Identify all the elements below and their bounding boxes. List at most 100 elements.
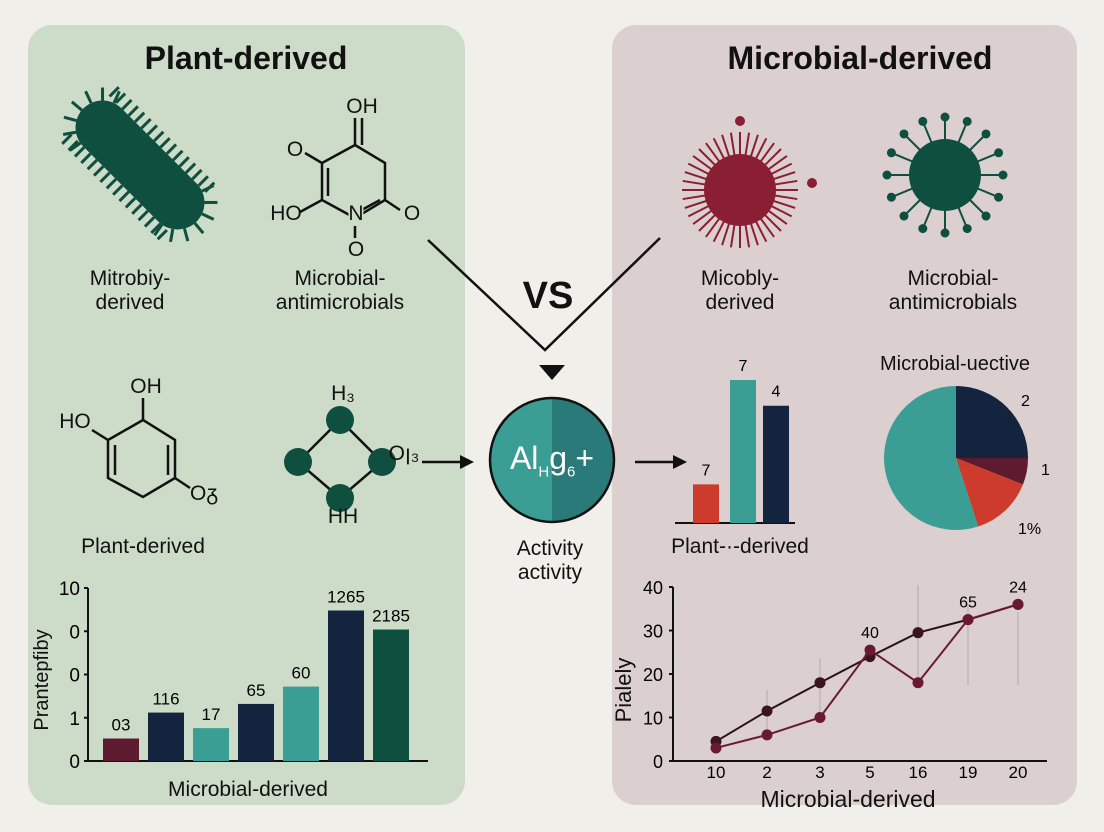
bar: [148, 712, 184, 761]
spike: [169, 228, 175, 243]
spike: [62, 130, 77, 136]
spike: [63, 115, 77, 122]
pie-data-label: 1: [1041, 462, 1050, 479]
data-point: [912, 677, 924, 689]
spike: [143, 216, 156, 228]
point-data-label: 40: [861, 625, 879, 642]
knob: [899, 129, 909, 139]
bar-data-label: 2185: [372, 607, 410, 626]
bar-chart-ylabel: Prantepfiby: [31, 629, 53, 731]
spike: [153, 130, 165, 143]
y-tick-label: 10: [643, 709, 663, 729]
data-point: [864, 644, 876, 656]
bar: [103, 738, 139, 761]
pie-slice: [884, 386, 979, 530]
knob: [981, 211, 991, 221]
x-tick-label: 16: [909, 763, 928, 782]
spike: [172, 149, 184, 162]
knob: [962, 116, 972, 126]
down-arrow-icon: [539, 365, 565, 380]
spike: [70, 100, 83, 112]
spike: [114, 92, 127, 104]
pie-data-label: 2: [1021, 393, 1030, 410]
spike: [133, 111, 146, 123]
pie-slice: [956, 458, 1028, 485]
square-molecule-icon: [284, 406, 396, 512]
bar-data-label: 116: [152, 690, 179, 709]
atom-label: O: [347, 238, 365, 261]
bar-data-label: 03: [112, 716, 131, 735]
bar-data-label: 4: [772, 384, 781, 401]
knob: [940, 112, 950, 122]
atom-label: OH: [346, 95, 378, 118]
body: [909, 139, 981, 211]
arrow-right-icon: [635, 455, 687, 469]
atom-label: O: [286, 138, 304, 161]
spike: [159, 137, 171, 149]
circle-formula: AlHg6+: [510, 440, 594, 481]
bar: [373, 629, 409, 761]
data-point: [1012, 598, 1024, 610]
spike: [112, 184, 124, 196]
knob: [918, 116, 928, 126]
formula-part: +: [575, 440, 595, 476]
left-title: Plant-derived: [144, 40, 348, 76]
spike: [124, 197, 137, 209]
formula-part: Al: [509, 440, 539, 476]
x-tick-label: 2: [762, 763, 771, 782]
spike: [80, 152, 92, 164]
x-tick-label: 3: [815, 763, 824, 782]
right-title: Microbial-derived: [727, 40, 993, 76]
activity-label: Activity activity: [516, 537, 584, 585]
knob: [994, 148, 1004, 158]
data-point: [710, 742, 722, 754]
spike: [201, 212, 215, 221]
bar-data-label: 7: [739, 358, 748, 375]
spike: [108, 86, 120, 98]
formula-part: 6: [567, 463, 576, 481]
spike: [153, 223, 164, 237]
atom-label: N: [348, 202, 364, 227]
bar-chart-xlabel: Microbial-derived: [168, 778, 328, 801]
spike: [84, 90, 93, 104]
atom-label: HH: [327, 505, 359, 528]
item-label: Plant-derived: [81, 535, 205, 558]
spike: [121, 98, 133, 111]
spike: [86, 158, 98, 171]
spike: [150, 222, 162, 234]
spike: [146, 124, 159, 136]
y-tick-label: 40: [643, 578, 663, 598]
spike: [204, 200, 218, 204]
bar: [693, 484, 719, 523]
y-tick-label: 30: [643, 622, 663, 642]
bar-data-label: 60: [292, 664, 311, 683]
y-tick-label: 0: [653, 752, 663, 772]
spike: [201, 184, 215, 193]
line-chart-ylabel: Pialely: [611, 657, 636, 723]
spike: [165, 143, 178, 155]
knob: [918, 224, 928, 234]
spike: [137, 209, 149, 222]
vs-lines: [427, 237, 661, 352]
pie-slice: [956, 386, 1028, 458]
knob: [735, 116, 745, 126]
knob: [962, 224, 972, 234]
bar: [763, 405, 789, 523]
bacterium-icon: [61, 86, 218, 243]
spike: [92, 165, 105, 177]
pie-data-label: 1%: [1018, 521, 1041, 538]
y-tick-label: 0: [69, 752, 80, 773]
data-point: [761, 705, 773, 717]
atom-label: Oꞁ₃: [388, 442, 420, 465]
data-point: [814, 712, 826, 723]
spike: [99, 171, 111, 184]
spike: [73, 146, 86, 158]
atom-label: Oᵹ: [189, 482, 219, 505]
item-label: Microbial- antimicrobials: [888, 267, 1018, 315]
bar-chart-2-xlabel: Plant-·-derived: [671, 535, 809, 558]
knob: [940, 228, 950, 238]
y-tick-label: 10: [59, 579, 80, 600]
formula-part: H: [538, 463, 550, 481]
atom-label: HO: [270, 202, 302, 225]
y-tick-label: 1: [69, 709, 80, 730]
